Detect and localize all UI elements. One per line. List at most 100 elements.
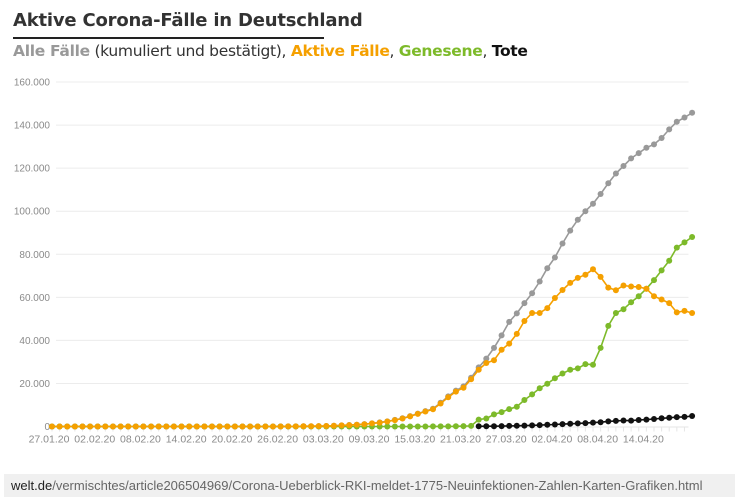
data-point-active [445,394,452,401]
data-point-active [216,423,223,430]
y-tick-label: 120.000 [14,164,51,175]
data-point-active [574,274,581,281]
data-point-recovered [384,423,391,430]
data-point-active [376,419,383,426]
data-point-active [582,271,589,278]
data-point-deaths [567,420,574,427]
data-point-active [597,273,604,280]
data-point-active [605,284,612,291]
data-point-active [338,422,345,429]
data-point-all [506,318,513,325]
data-point-all [551,254,558,261]
y-tick-label: 160.000 [14,78,51,89]
data-point-all [559,240,566,247]
data-point-deaths [673,414,680,421]
data-point-active [140,423,147,430]
data-point-all [491,344,497,351]
data-point-all [582,208,589,215]
data-point-recovered [597,344,604,351]
x-tick-label: 15.03.20 [394,434,435,446]
data-point-active [422,408,429,415]
data-point-recovered [430,423,436,430]
data-point-recovered [521,397,528,403]
data-point-active [612,287,619,294]
data-point-all [612,170,619,177]
data-point-all [483,355,490,362]
x-tick-label: 03.03.20 [303,434,344,446]
data-point-recovered [391,423,398,430]
legend-separator: , [482,42,492,60]
data-point-recovered [559,370,566,377]
data-point-recovered [399,423,406,430]
source-url-bar[interactable]: welt.de/vermischtes/article206504969/Cor… [4,474,735,497]
data-point-active [651,293,657,300]
data-point-active [262,423,269,430]
data-point-recovered [414,423,421,430]
data-point-deaths [582,420,589,427]
data-point-recovered [460,423,467,430]
data-point-active [64,423,71,430]
data-point-active [460,384,467,391]
series-line-active [52,268,693,428]
data-point-deaths [651,416,657,422]
data-point-active [559,287,566,293]
data-point-recovered [551,375,558,382]
chart-title: Aktive Corona-Fälle in Deutschland [13,10,363,31]
data-point-all [620,163,627,169]
chart-subtitle-legend: Alle Fälle (kumuliert und bestätigt), Ak… [13,42,528,60]
data-point-active [277,423,284,430]
data-point-deaths [551,421,558,428]
data-point-deaths [574,420,581,427]
data-point-active [567,279,574,286]
data-point-deaths [536,422,543,429]
source-path[interactable]: /vermischtes/article206504969/Corona-Ueb… [52,478,703,493]
data-point-recovered [628,299,635,306]
data-point-deaths [620,417,627,424]
data-point-active [132,423,139,430]
data-point-recovered [681,239,688,246]
legend-deaths: Tote [491,42,528,60]
data-point-active [491,357,497,364]
source-domain[interactable]: welt.de [11,478,53,493]
data-point-active [49,423,55,430]
data-point-active [292,423,299,430]
data-point-recovered [536,385,543,392]
series-line-all [52,112,693,428]
y-tick-label: 20.000 [19,379,50,390]
data-point-active [186,423,193,430]
data-point-active [330,422,337,429]
data-point-all [574,216,581,223]
data-point-recovered [529,391,536,398]
series-line-recovered [52,236,693,428]
data-point-active [353,421,360,428]
data-point-active [102,423,109,430]
data-point-recovered [590,361,596,368]
data-point-recovered [582,361,589,368]
data-point-recovered [544,380,551,387]
data-point-active [110,423,116,430]
data-point-active [125,423,132,430]
x-tick-label: 26.02.20 [257,434,298,446]
y-tick-label: 40.000 [19,336,50,347]
legend-recovered: Genesene [398,42,483,60]
data-point-active [399,415,406,422]
data-point-active [308,423,315,430]
data-point-recovered [673,244,680,251]
data-point-recovered [567,366,574,373]
x-tick-label: 09.03.20 [349,434,390,446]
data-point-active [94,423,101,430]
data-point-active [79,423,86,430]
data-point-all [590,200,596,207]
data-point-active [468,376,475,383]
data-point-active [513,330,520,337]
data-point-active [483,360,490,366]
data-point-deaths [521,422,528,429]
data-point-active [536,310,543,316]
x-tick-label: 08.02.20 [120,434,161,446]
data-point-recovered [658,267,665,274]
data-point-recovered [574,365,581,372]
x-tick-label: 02.02.20 [74,434,115,446]
legend-separator: , [389,42,399,60]
data-point-all [658,135,665,141]
data-point-deaths [513,422,520,429]
